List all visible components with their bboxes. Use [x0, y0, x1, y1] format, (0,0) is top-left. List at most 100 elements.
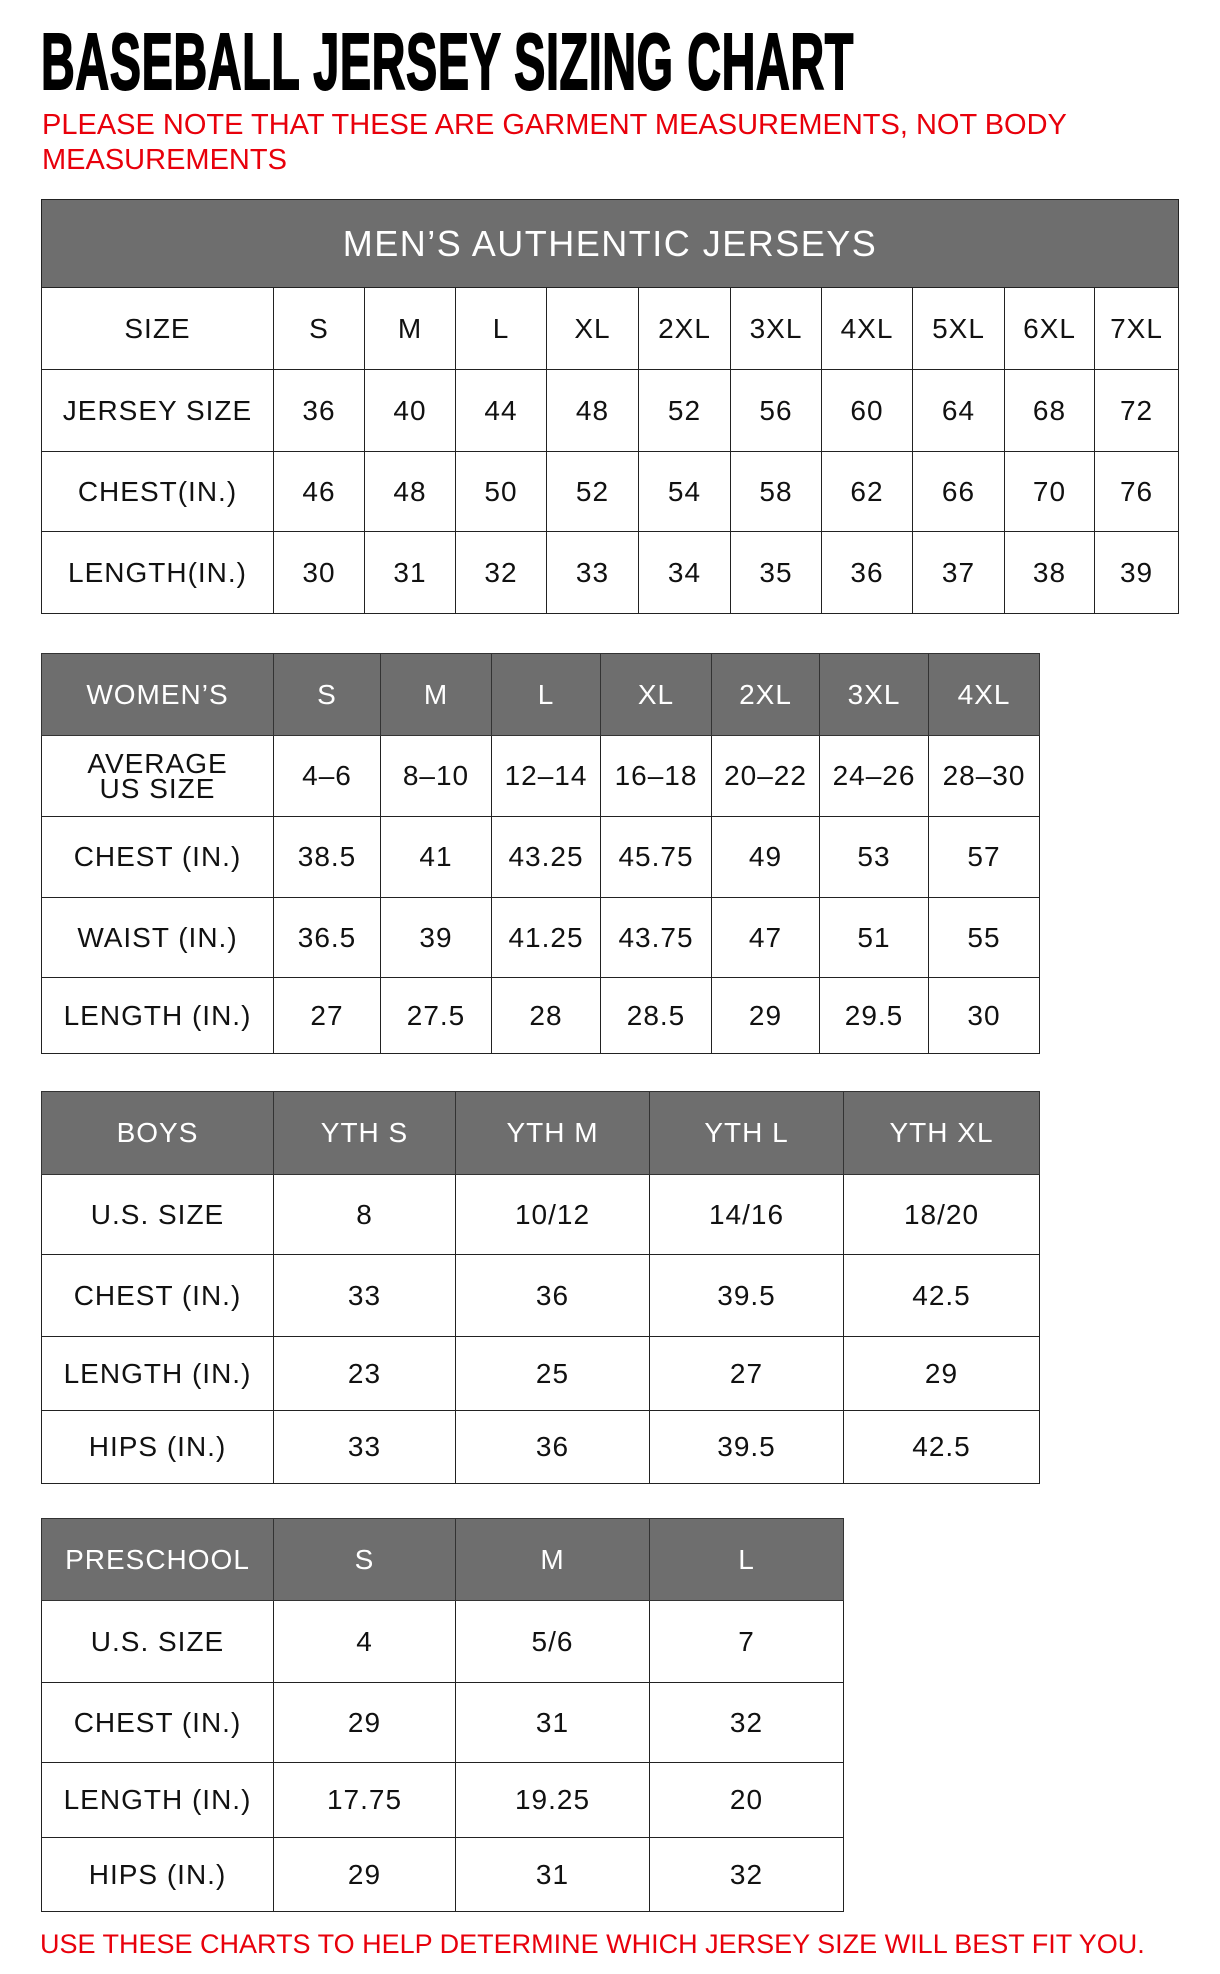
value-cell: 38.5	[273, 816, 381, 898]
table-row: CHEST (IN.) 38.5 41 43.25 45.75 49 53 57	[41, 816, 1040, 898]
womens-size-table: WOMEN’S S M L XL 2XL 3XL 4XL AVERAGE US SIZE 4–6 8…	[41, 653, 1040, 1054]
row-label-cell: WAIST (IN.)	[41, 897, 274, 978]
value-cell: 55	[928, 897, 1040, 978]
page-title: BASEBALL JERSEY SIZING CHART	[40, 17, 854, 106]
value-cell: 48	[364, 451, 456, 532]
value-cell: 24–26	[819, 735, 929, 817]
value-cell: 23	[273, 1336, 456, 1411]
preschool-size-table: PRESCHOOL S M L U.S. SIZE 4 5/6 7 CHEST (IN.) 29 3…	[41, 1518, 844, 1912]
value-cell: 62	[821, 451, 913, 532]
row-label-cell: HIPS (IN.)	[41, 1837, 274, 1912]
size-header-cell: 3XL	[730, 287, 822, 370]
value-cell: 36	[273, 369, 365, 452]
value-cell: 36.5	[273, 897, 381, 978]
header-row: PRESCHOOL S M L	[41, 1518, 844, 1601]
size-header-cell: S	[273, 1518, 456, 1601]
value-cell: 33	[273, 1410, 456, 1484]
value-cell: 29	[273, 1837, 456, 1912]
value-cell: 49	[711, 816, 820, 898]
size-header-cell: 7XL	[1093, 287, 1180, 370]
value-cell: 31	[364, 531, 456, 614]
value-cell: 46	[273, 451, 365, 532]
row-label-cell: CHEST (IN.)	[41, 1682, 274, 1763]
row-label-cell: LENGTH (IN.)	[41, 1336, 274, 1411]
header-label-cell: WOMEN’S	[41, 653, 274, 736]
value-cell: 29	[273, 1682, 456, 1763]
value-cell: 10/12	[455, 1174, 650, 1255]
row-label-cell: U.S. SIZE	[41, 1600, 274, 1683]
value-cell: 37	[912, 531, 1005, 614]
value-cell: 51	[819, 897, 929, 978]
row-label-cell: CHEST (IN.)	[41, 1254, 274, 1337]
value-cell: 35	[730, 531, 822, 614]
value-cell: 68	[1004, 369, 1095, 452]
value-cell: 54	[638, 451, 731, 532]
value-cell: 39.5	[649, 1254, 844, 1337]
value-cell: 32	[455, 531, 547, 614]
size-header-cell: S	[273, 653, 381, 736]
table-row: JERSEY SIZE 36 40 44 48 52 56 60 64 68 72	[41, 369, 1180, 452]
table-row: LENGTH (IN.) 27 27.5 28 28.5 29 29.5 30	[41, 977, 1040, 1054]
value-cell: 16–18	[600, 735, 712, 817]
value-cell: 19.25	[455, 1762, 650, 1838]
table-row: WAIST (IN.) 36.5 39 41.25 43.75 47 51 55	[41, 897, 1040, 978]
value-cell: 70	[1004, 451, 1095, 532]
table-row: AVERAGE US SIZE 4–6 8–10 12–14 16–18 20–22 24–…	[41, 735, 1040, 817]
value-cell: 5/6	[455, 1600, 650, 1683]
value-cell: 8	[273, 1174, 456, 1255]
value-cell: 41.25	[491, 897, 601, 978]
size-header-cell: 4XL	[928, 653, 1040, 736]
value-cell: 53	[819, 816, 929, 898]
value-cell: 25	[455, 1336, 650, 1411]
value-cell: 33	[546, 531, 639, 614]
value-cell: 42.5	[843, 1254, 1040, 1337]
value-cell: 32	[649, 1837, 844, 1912]
value-cell: 33	[273, 1254, 456, 1337]
header-label-cell: SIZE	[41, 287, 274, 370]
value-cell: 28–30	[928, 735, 1040, 817]
value-cell: 7	[649, 1600, 844, 1683]
size-header-cell: 5XL	[912, 287, 1005, 370]
value-cell: 39	[1093, 531, 1180, 614]
table-row: LENGTH(IN.) 30 31 32 33 34 35 36 37 38 39	[41, 531, 1180, 614]
table-row: CHEST (IN.) 33 36 39.5 42.5	[41, 1254, 1040, 1337]
size-header-cell: M	[364, 287, 456, 370]
value-cell: 52	[546, 451, 639, 532]
value-cell: 64	[912, 369, 1005, 452]
size-header-cell: YTH XL	[843, 1091, 1040, 1175]
value-cell: 58	[730, 451, 822, 532]
table-row: U.S. SIZE 4 5/6 7	[41, 1600, 844, 1683]
value-cell: 34	[638, 531, 731, 614]
row-label-cell: LENGTH(IN.)	[41, 531, 274, 614]
value-cell: 29	[843, 1336, 1040, 1411]
value-cell: 39	[380, 897, 492, 978]
value-cell: 28.5	[600, 977, 712, 1054]
value-cell: 45.75	[600, 816, 712, 898]
value-cell: 42.5	[843, 1410, 1040, 1484]
value-cell: 36	[821, 531, 913, 614]
value-cell: 12–14	[491, 735, 601, 817]
value-cell: 56	[730, 369, 822, 452]
value-cell: 57	[928, 816, 1040, 898]
size-header-cell: YTH L	[649, 1091, 844, 1175]
table-row: CHEST (IN.) 29 31 32	[41, 1682, 844, 1763]
size-header-cell: L	[455, 287, 547, 370]
value-cell: 28	[491, 977, 601, 1054]
size-header-cell: S	[273, 287, 365, 370]
row-label-cell: U.S. SIZE	[41, 1174, 274, 1255]
value-cell: 17.75	[273, 1762, 456, 1838]
row-label-cell: HIPS (IN.)	[41, 1410, 274, 1484]
header-row: SIZE S M L XL 2XL 3XL 4XL 5XL 6XL 7XL	[41, 287, 1180, 370]
value-cell: 52	[638, 369, 731, 452]
footer-note: USE THESE CHARTS TO HELP DETERMINE WHICH…	[40, 1929, 1145, 1959]
value-cell: 18/20	[843, 1174, 1040, 1255]
boys-size-table: BOYS YTH S YTH M YTH L YTH XL U.S. SIZE 8 10/12…	[41, 1091, 1040, 1484]
value-cell: 47	[711, 897, 820, 978]
header-row: BOYS YTH S YTH M YTH L YTH XL	[41, 1091, 1040, 1175]
row-label-cell: LENGTH (IN.)	[41, 977, 274, 1054]
size-header-cell: M	[455, 1518, 650, 1601]
value-cell: 32	[649, 1682, 844, 1763]
value-cell: 27.5	[380, 977, 492, 1054]
value-cell: 4	[273, 1600, 456, 1683]
value-cell: 48	[546, 369, 639, 452]
